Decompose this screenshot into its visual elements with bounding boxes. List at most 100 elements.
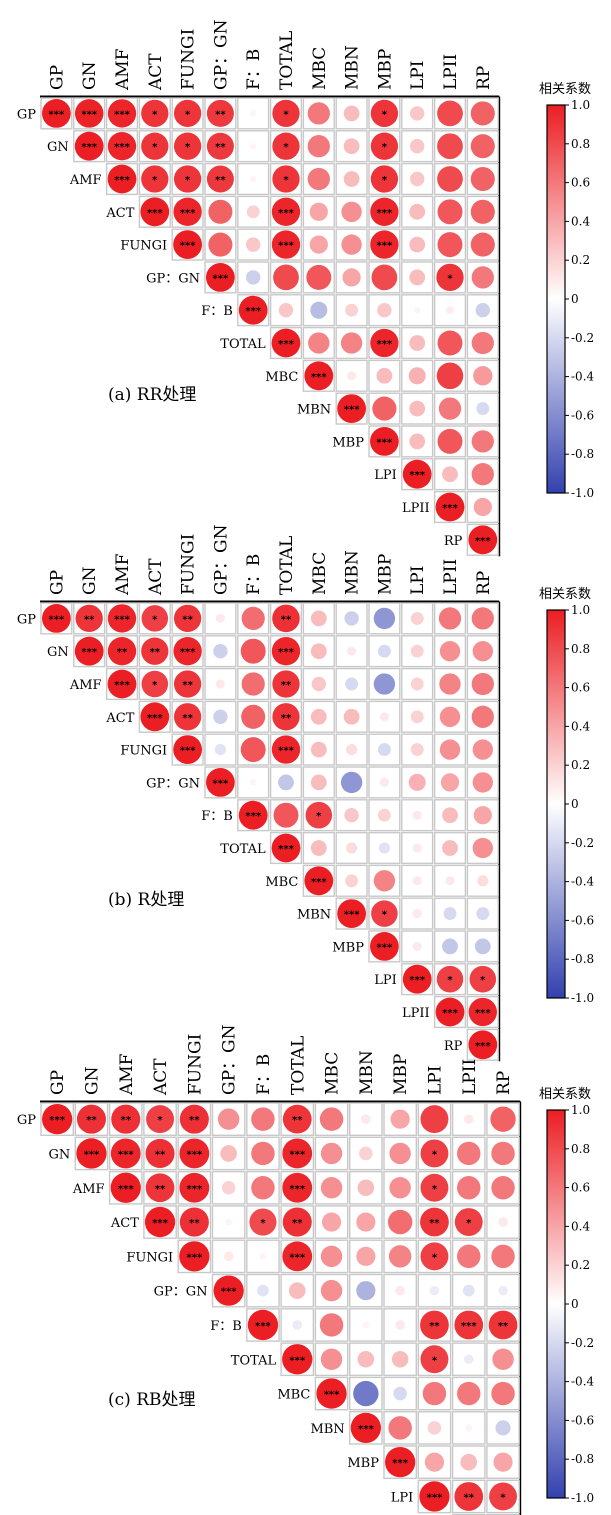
colorbar-tick-label: -0.4 <box>571 1375 595 1389</box>
correlation-circle <box>442 466 458 483</box>
significance-stars: *** <box>49 614 65 625</box>
significance-stars: * <box>152 175 158 186</box>
correlation-circle <box>388 1416 412 1440</box>
column-label: GP：GN <box>211 524 231 595</box>
correlation-circle <box>310 708 327 725</box>
correlation-circle <box>208 232 233 257</box>
correlation-circle <box>213 644 228 659</box>
column-label: FUNGI <box>179 29 199 90</box>
correlation-circle <box>74 636 104 666</box>
correlation-circle <box>468 1030 498 1060</box>
significance-stars: ** <box>155 1184 166 1195</box>
colorbar-tick-label: 1.0 <box>571 1103 590 1117</box>
correlation-circle <box>107 164 137 194</box>
correlation-circle <box>247 1309 279 1341</box>
correlation-circle <box>272 99 300 128</box>
row-label: MBN <box>297 908 331 923</box>
significance-stars: *** <box>245 811 261 822</box>
significance-stars: ** <box>464 1492 475 1503</box>
correlation-circle <box>292 1320 303 1330</box>
significance-stars: *** <box>186 1184 202 1195</box>
correlation-circle <box>370 427 399 456</box>
correlation-circle <box>144 1206 176 1238</box>
correlation-circle <box>409 203 426 220</box>
significance-stars: *** <box>114 109 130 120</box>
colorbar <box>546 104 566 494</box>
correlation-circle <box>465 1424 473 1432</box>
row-label: LPII <box>402 501 430 516</box>
significance-stars: ** <box>189 1218 200 1229</box>
correlation-circle <box>206 768 235 797</box>
correlation-circle <box>387 1209 413 1235</box>
colorbar-tick-label: 0.4 <box>571 214 590 228</box>
significance-stars: * <box>260 1218 266 1229</box>
correlation-circle <box>473 366 493 386</box>
correlation-circle <box>240 737 266 763</box>
significance-stars: *** <box>180 241 196 252</box>
row-label: GP <box>17 1113 36 1128</box>
correlation-circle <box>241 606 265 631</box>
correlation-circle <box>179 1172 210 1203</box>
colorbar-tick-label: -0.8 <box>571 952 594 966</box>
significance-stars: ** <box>182 680 193 691</box>
correlation-circle <box>454 1208 483 1237</box>
colorbar <box>546 1109 566 1499</box>
correlation-circle <box>345 677 359 691</box>
correlation-circle <box>472 837 493 859</box>
correlation-circle <box>373 673 396 695</box>
correlation-circle <box>308 332 330 354</box>
column-label: GP：GN <box>220 1024 240 1095</box>
colorbar-tick-label: -0.2 <box>571 836 594 850</box>
correlation-circle <box>107 669 137 699</box>
correlation-circle <box>412 876 422 886</box>
correlation-circle <box>377 808 391 822</box>
column-label: LPII <box>441 559 461 595</box>
row-label: MBN <box>297 403 331 418</box>
correlation-circle <box>240 638 266 664</box>
correlation-circle <box>472 739 493 760</box>
correlation-circle <box>341 234 362 255</box>
correlation-circle <box>42 99 71 128</box>
correlation-circle <box>420 1139 449 1168</box>
correlation-circle <box>346 842 358 854</box>
correlation-circle <box>282 1344 313 1375</box>
colorbar-tick-label: -1.0 <box>571 991 594 1005</box>
correlation-circle <box>206 99 234 127</box>
significance-stars: ** <box>215 175 226 186</box>
correlation-circle <box>246 270 261 285</box>
significance-stars: *** <box>186 1149 202 1160</box>
colorbar-tick-label: 0.2 <box>571 253 590 267</box>
correlation-circle <box>221 1180 236 1195</box>
correlation-circle <box>470 101 495 126</box>
panel-3: GP GN AMF ACT FUNGI GP：GN F：B TOTAL MBC MBN MBP LPI… <box>17 1024 595 1515</box>
correlation-circle <box>370 99 399 128</box>
row-label: GP <box>17 612 36 627</box>
matrix-cell <box>314 1239 349 1274</box>
correlation-circle <box>173 703 202 731</box>
correlation-circle <box>439 706 461 727</box>
correlation-circle <box>310 840 327 856</box>
correlation-circle <box>173 165 202 193</box>
significance-stars: ** <box>498 1321 509 1332</box>
matrix-cell <box>335 294 368 327</box>
correlation-circle <box>402 459 432 489</box>
significance-stars: *** <box>278 208 294 219</box>
correlation-circle <box>379 777 389 787</box>
correlation-circle <box>413 306 421 314</box>
significance-stars: *** <box>442 1008 458 1019</box>
correlation-circle <box>437 428 463 454</box>
correlation-circle <box>179 1104 209 1134</box>
correlation-circle <box>491 1244 515 1269</box>
correlation-circle <box>42 604 71 633</box>
significance-stars: *** <box>186 1252 202 1263</box>
correlation-circle <box>389 1177 411 1199</box>
significance-stars: * <box>432 1149 438 1160</box>
correlation-circle <box>429 1285 440 1296</box>
correlation-circle <box>437 330 463 356</box>
correlation-circle <box>271 735 301 764</box>
correlation-circle <box>282 1104 312 1134</box>
colorbar-tick-label: 0.6 <box>571 681 590 695</box>
correlation-circle <box>436 362 464 390</box>
significance-stars: *** <box>311 877 327 888</box>
